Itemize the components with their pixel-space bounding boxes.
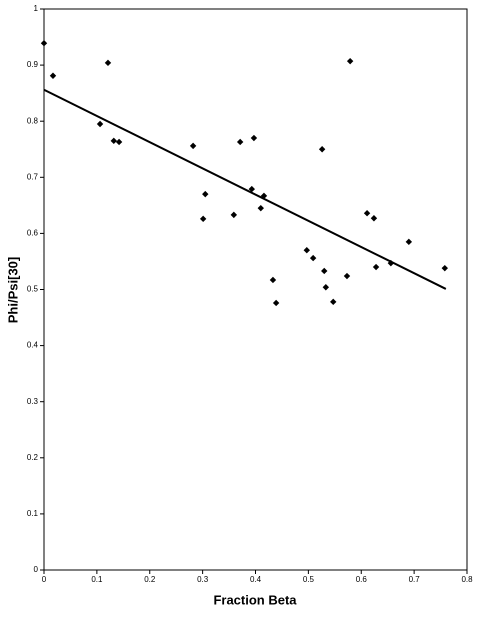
point — [309, 254, 317, 262]
x-tick-label: 0.2 — [144, 575, 156, 584]
point — [322, 284, 330, 291]
point — [115, 138, 123, 146]
x-tick-label: 0.7 — [409, 575, 421, 584]
point — [49, 72, 57, 79]
point — [269, 276, 277, 284]
plot-frame — [43, 8, 468, 571]
point — [40, 40, 48, 47]
point — [248, 185, 255, 193]
x-tick-label: 0.4 — [250, 575, 262, 584]
y-axis-title: Phi/Psi[30] — [5, 257, 20, 323]
point — [230, 211, 238, 219]
point — [405, 238, 413, 246]
point — [236, 138, 244, 146]
y-tick-label: 0.3 — [27, 397, 39, 406]
x-tick-label: 0.6 — [356, 575, 368, 584]
point — [199, 215, 207, 223]
x-tick-label: 0.1 — [91, 575, 103, 584]
y-tick-label: 0.5 — [27, 285, 39, 294]
point — [318, 146, 326, 153]
point — [370, 215, 378, 222]
x-tick-label: 0.5 — [303, 575, 315, 584]
y-tick-label: 0 — [34, 565, 39, 574]
y-tick-label: 1 — [34, 4, 39, 13]
point — [303, 247, 310, 254]
x-tick-label: 0 — [42, 575, 47, 584]
point — [363, 210, 371, 217]
y-tick-label: 0.9 — [27, 60, 39, 69]
x-tick-label: 0.3 — [197, 575, 209, 584]
point — [104, 59, 112, 67]
y-tick-label: 0.6 — [27, 229, 39, 238]
point — [272, 299, 280, 307]
x-tick-label: 0.8 — [461, 575, 473, 584]
point — [257, 204, 264, 212]
point — [189, 142, 197, 150]
point — [96, 120, 104, 128]
point — [321, 267, 328, 275]
y-tick-label: 0.2 — [27, 453, 39, 462]
point — [110, 137, 117, 145]
point — [250, 134, 258, 142]
point — [372, 263, 380, 271]
trend-line — [43, 88, 447, 290]
y-tick-label: 0.4 — [27, 341, 39, 350]
point — [202, 190, 209, 198]
y-tick-label: 0.1 — [27, 509, 39, 518]
point — [330, 298, 337, 306]
x-axis-title: Fraction Beta — [213, 592, 297, 607]
y-tick-label: 0.8 — [27, 116, 39, 125]
point — [346, 57, 354, 65]
point — [343, 272, 351, 280]
y-tick-label: 0.7 — [27, 172, 39, 181]
point — [441, 264, 448, 272]
